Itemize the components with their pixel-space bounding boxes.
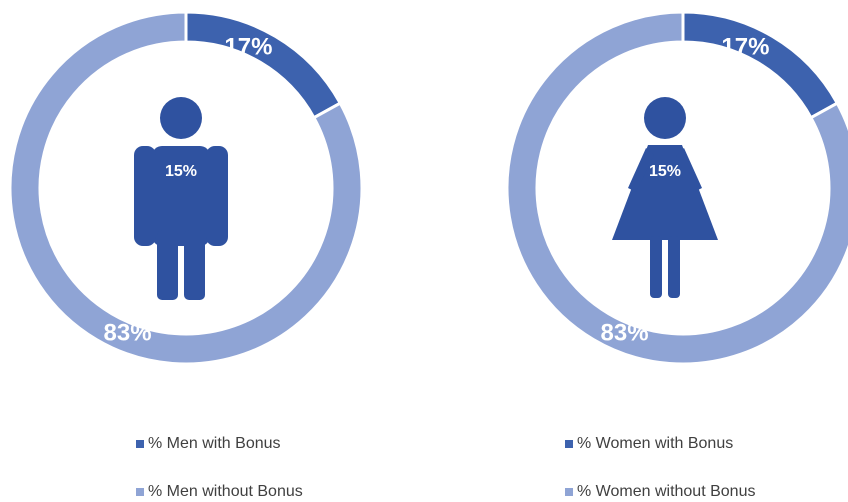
legend-marker	[565, 488, 573, 496]
legend-label: % Women without Bonus	[577, 483, 755, 500]
man-icon	[134, 97, 228, 300]
legend-label: % Men with Bonus	[148, 435, 281, 452]
value-label: 83%	[104, 319, 152, 346]
donut-slice	[8, 10, 364, 366]
value-label: 17%	[224, 33, 272, 60]
legend-label: % Women with Bonus	[577, 435, 733, 452]
legend-label: % Men without Bonus	[148, 483, 303, 500]
center-label: 15%	[649, 163, 681, 180]
woman-icon	[612, 97, 718, 298]
donut-slice	[184, 10, 343, 120]
donut-slice	[681, 10, 840, 120]
legend-marker	[136, 488, 144, 496]
legend-marker	[136, 440, 144, 448]
value-label: 83%	[601, 319, 649, 346]
donut-slice	[505, 10, 848, 366]
value-label: 17%	[721, 33, 769, 60]
legend-marker	[565, 440, 573, 448]
center-label: 15%	[165, 163, 197, 180]
